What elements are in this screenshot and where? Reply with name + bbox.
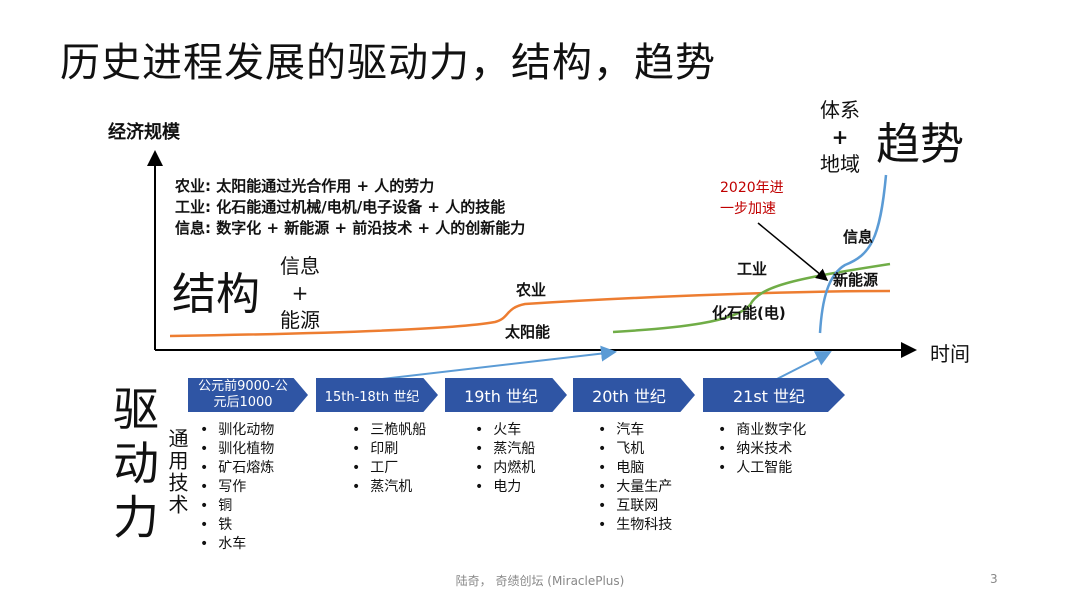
era-tech-list: 汽车飞机电脑大量生产互联网生物科技 [598,421,672,535]
tech-item: 电力 [475,478,535,497]
trend-sub-system: 体系 [820,98,860,122]
era-chevron: 20th 世纪 [573,378,695,412]
label-new-energy: 新能源 [833,271,879,289]
tech-item: 写作 [200,478,274,497]
era-tech-list: 三桅帆船印刷工厂蒸汽机 [352,421,426,497]
structure-label: 结构 [172,269,260,320]
tech-item: 汽车 [598,421,672,440]
trend-sub-plus: + [831,125,849,149]
tech-item: 蒸汽机 [352,478,426,497]
drivers-sub-label: 通用技术 [165,428,189,516]
label-info: 信息 [843,228,874,246]
label-fossil: 化石能(电) [712,304,786,322]
tech-item: 蒸汽船 [475,440,535,459]
era-chevron: 21st 世纪 [703,378,845,412]
y-axis-label: 经济规模 [108,122,180,143]
description-agriculture: 农业: 太阳能通过光合作用 + 人的劳力 [175,177,435,195]
tech-item: 矿石熔炼 [200,459,274,478]
era-label: 20th 世纪 [592,387,666,406]
tech-item: 大量生产 [598,478,672,497]
description-industry: 工业: 化石能通过机械/电机/电子设备 + 人的技能 [175,198,506,216]
structure-sub: 信息 + 能源 [280,253,320,334]
tech-item: 水车 [200,535,274,554]
tech-item: 驯化动物 [200,421,274,440]
era-label: 21st 世纪 [732,387,806,406]
era-tech-list: 驯化动物驯化植物矿石熔炼写作铜铁水车 [200,421,274,554]
footer-credit: 陆奇， 奇绩创坛 (MiraclePlus) [455,574,625,588]
trend-label: 趋势 [876,119,964,170]
era-link-arrow [774,351,832,381]
tech-item: 驯化植物 [200,440,274,459]
structure-sub-energy: 能源 [280,308,320,332]
x-axis-label: 时间 [930,342,970,366]
era-label: 19th 世纪 [464,387,538,406]
description-block: 农业: 太阳能通过光合作用 + 人的劳力 工业: 化石能通过机械/电机/电子设备… [175,176,525,239]
era-chevron: 15th-18th 世纪 [316,378,438,412]
annotation-2020: 2020年进 一步加速 [720,178,784,220]
tech-item: 工厂 [352,459,426,478]
page-number: 3 [990,572,998,586]
tech-item: 铁 [200,516,274,535]
label-industry: 工业 [737,260,768,278]
tech-item: 内燃机 [475,459,535,478]
annotation-arrow [757,222,829,281]
tech-item: 生物科技 [598,516,672,535]
era-chevron: 19th 世纪 [445,378,567,412]
info-curve [818,174,888,334]
era-label: 公元前9000-公元后1000 [198,379,288,410]
label-agriculture: 农业 [516,281,547,299]
tech-item: 互联网 [598,497,672,516]
era-tech-list: 火车蒸汽船内燃机电力 [475,421,535,497]
tech-item: 电脑 [598,459,672,478]
era-chevron: 公元前9000-公元后1000 [188,378,308,412]
label-solar: 太阳能 [505,323,551,341]
tech-item: 飞机 [598,440,672,459]
annotation-line: 2020年进 [720,180,784,196]
era-tech-list: 商业数字化纳米技术人工智能 [718,421,806,478]
annotation-line: 一步加速 [720,201,776,217]
drivers-label: 驱动力 [106,385,160,547]
tech-item: 印刷 [352,440,426,459]
era-label: 15th-18th 世纪 [324,389,420,405]
tech-item: 人工智能 [718,459,806,478]
trend-sub-region: 地域 [820,152,860,176]
slide-title: 历史进程发展的驱动力，结构，趋势 [60,40,716,86]
tech-item: 铜 [200,497,274,516]
tech-item: 纳米技术 [718,440,806,459]
tech-item: 三桅帆船 [352,421,426,440]
structure-sub-plus: + [291,281,309,305]
structure-sub-info: 信息 [280,254,320,278]
trend-sub: 体系 + 地域 [820,97,860,178]
tech-item: 商业数字化 [718,421,806,440]
description-info: 信息: 数字化 + 新能源 + 前沿技术 + 人的创新能力 [175,219,526,237]
tech-item: 火车 [475,421,535,440]
